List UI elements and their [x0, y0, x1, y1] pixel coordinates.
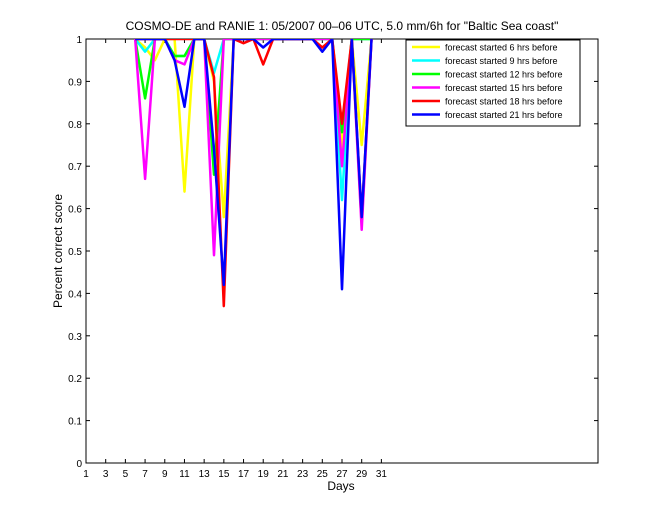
x-tick-label: 13 [199, 469, 211, 480]
x-tick-label: 21 [277, 469, 289, 480]
y-tick-label: 0.6 [68, 205, 82, 216]
x-tick-label: 11 [179, 469, 190, 480]
chart-title: COSMO-DE and RANIE 1: 05/2007 00–06 UTC,… [126, 19, 559, 33]
legend-label-4: forecast started 15 hrs before [445, 83, 563, 93]
x-tick-label: 7 [142, 469, 148, 480]
x-tick-label: 29 [356, 469, 368, 480]
x-tick-label: 3 [103, 469, 109, 480]
series-lines [133, 39, 373, 308]
y-tick-label: 0.3 [68, 332, 82, 343]
y-tick-label: 0.2 [68, 374, 82, 385]
x-tick-label: 1 [83, 469, 89, 480]
legend-label-5: forecast started 18 hrs before [445, 97, 563, 107]
y-tick-label: 0 [76, 459, 82, 470]
y-tick-label: 0.8 [68, 120, 82, 131]
y-tick-label: 0.5 [68, 247, 82, 258]
x-tick-label: 27 [336, 469, 348, 480]
y-tick-label: 0.4 [68, 289, 82, 300]
y-tick-label: 0.9 [68, 77, 82, 88]
legend-label-2: forecast started 9 hrs before [445, 56, 558, 66]
x-axis-ticks: 1 3 5 7 9 11 13 15 17 19 21 23 25 27 29 31 [83, 39, 387, 480]
series-line-6 [135, 39, 373, 291]
series-line-3 [133, 39, 372, 176]
y-axis-label: Percent correct score [51, 194, 65, 308]
legend-box [405, 39, 581, 127]
x-tick-label: 25 [317, 469, 329, 480]
legend-label-6: forecast started 21 hrs before [445, 110, 563, 120]
legend: forecast started 6 hrs before forecast st… [405, 39, 581, 127]
y-tick-label: 0.7 [68, 162, 82, 173]
x-tick-label: 9 [162, 469, 168, 480]
y-tick-label: 0.1 [68, 417, 82, 428]
x-tick-label: 5 [123, 469, 129, 480]
legend-label-1: forecast started 6 hrs before [445, 43, 558, 53]
legend-label-3: forecast started 12 hrs before [445, 70, 563, 80]
x-tick-label: 15 [218, 469, 230, 480]
x-tick-label: 17 [238, 469, 250, 480]
x-tick-label: 19 [258, 469, 270, 480]
x-tick-label: 31 [376, 469, 388, 480]
y-axis-ticks: 0 0.1 0.2 0.3 0.4 0.5 0.6 0.7 0.8 0.9 1 [68, 35, 598, 470]
x-tick-label: 23 [297, 469, 309, 480]
x-axis-label: Days [327, 479, 354, 493]
y-tick-label: 1 [76, 35, 82, 46]
